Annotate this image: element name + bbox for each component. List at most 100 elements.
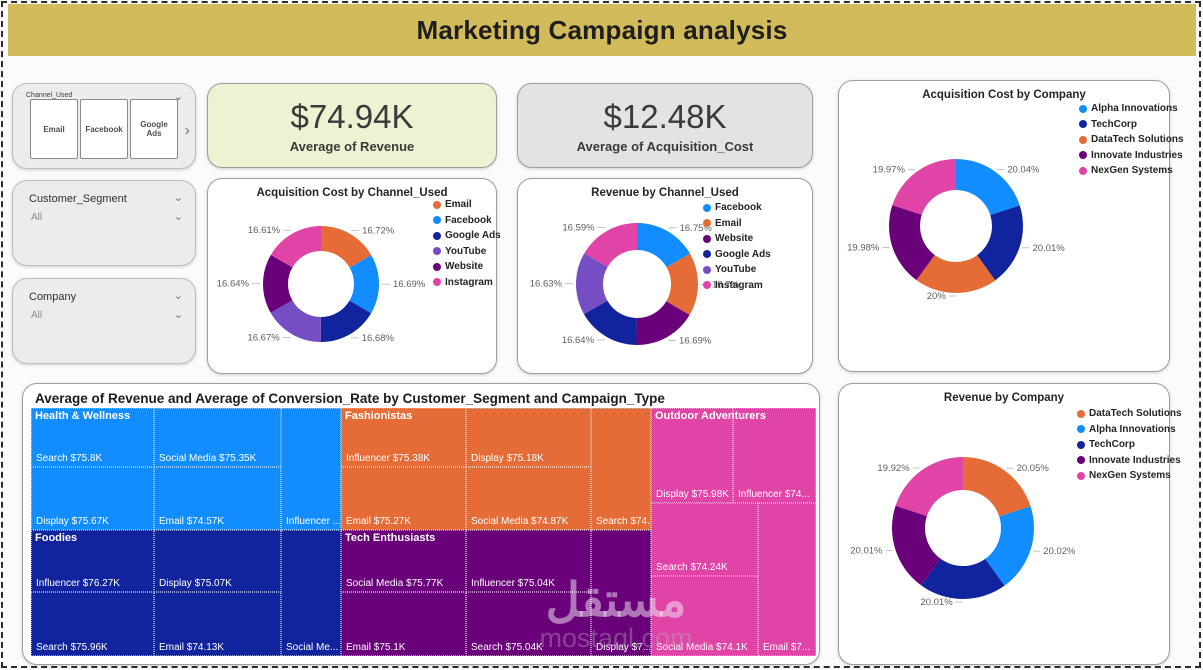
treemap-cell-foodies-display[interactable]: Display $75.07K <box>154 530 281 592</box>
legend-item-datatech-solutions[interactable]: DataTech Solutions <box>1077 408 1182 419</box>
treemap-cell-label: Email $74.57K <box>159 516 225 527</box>
treemap-cell-health-wellness-display[interactable]: Display $75.67K <box>31 467 154 530</box>
legend-item-alpha-innovations[interactable]: Alpha Innovations <box>1077 424 1176 435</box>
legend-item-alpha-innovations[interactable]: Alpha Innovations <box>1079 103 1178 114</box>
chevron-down-icon[interactable]: ⌄ <box>173 192 183 204</box>
legend-item-email[interactable]: Email <box>433 199 472 210</box>
treemap-cell-fashionistas-search[interactable]: Search $74... <box>591 408 651 530</box>
treemap-cell-foodies-email[interactable]: Email $74.13K <box>154 592 281 656</box>
treemap-cell-outdoor-adventurers-display[interactable]: Display $75.98K <box>651 408 733 503</box>
legend-item-email[interactable]: Email <box>703 218 742 229</box>
legend-item-innovate-industries[interactable]: Innovate Industries <box>1077 455 1181 466</box>
channel-chip-google-ads[interactable]: Google Ads <box>130 99 178 159</box>
treemap-cell-foodies-social-me-[interactable]: Social Me... <box>281 530 341 656</box>
legend-dot-icon <box>433 278 441 286</box>
donut-slice-youtube[interactable] <box>270 300 321 342</box>
treemap-cell-fashionistas-social-media[interactable]: Social Media $74.87K <box>466 467 591 530</box>
treemap-cell-tech-enthusiasts-search[interactable]: Search $75.04K <box>466 592 591 656</box>
donut-slice-google-ads[interactable] <box>583 300 637 345</box>
donut-slice-email[interactable] <box>666 253 698 315</box>
legend-item-facebook[interactable]: Facebook <box>433 215 492 226</box>
legend-dot-icon <box>1079 166 1087 175</box>
treemap-cell-fashionistas-influencer[interactable]: Influencer $75.38K <box>341 408 466 467</box>
channel-chip-email[interactable]: Email <box>30 99 78 159</box>
legend-item-youtube[interactable]: YouTube <box>703 264 756 275</box>
donut-slice-datatech-solutions[interactable] <box>916 255 996 293</box>
treemap-cell-label: Display $75.67K <box>36 516 109 527</box>
kpi-average-acquisition-cost: $12.48K Average of Acquisition_Cost <box>517 83 813 168</box>
percent-label: 16.59% <box>562 223 595 234</box>
legend-item-techcorp[interactable]: TechCorp <box>1079 119 1137 130</box>
label-leader-line <box>351 229 360 232</box>
donut-slice-google-ads[interactable] <box>320 300 372 342</box>
legend-item-techcorp[interactable]: TechCorp <box>1077 439 1135 450</box>
legend-item-facebook[interactable]: Facebook <box>703 202 762 213</box>
treemap-cell-label: Social Media $74.87K <box>471 516 569 527</box>
percent-label: 20.01% <box>1033 243 1066 254</box>
treemap-cell-health-wellness-influencer-[interactable]: Influencer ... <box>281 408 341 530</box>
legend-item-innovate-industries[interactable]: Innovate Industries <box>1079 150 1183 161</box>
company-dropdown[interactable]: All <box>31 310 43 321</box>
donut-slice-innovate-industries[interactable] <box>889 205 935 281</box>
donut-slice-techcorp[interactable] <box>921 558 1005 599</box>
treemap-cell-tech-enthusiasts-display[interactable]: Display $7... <box>591 530 651 656</box>
kpi-value: $12.48K <box>603 97 727 135</box>
donut-slice-techcorp[interactable] <box>977 205 1023 281</box>
segment-dropdown[interactable]: All <box>31 212 43 223</box>
donut-slice-email[interactable] <box>321 226 372 268</box>
treemap-cell-outdoor-adventurers-search[interactable]: Search $74.24K <box>651 503 758 576</box>
chevron-down-icon[interactable]: ⌄ <box>173 91 183 103</box>
donut-slice-website[interactable] <box>636 301 690 345</box>
legend-item-website[interactable]: Website <box>433 261 483 272</box>
channel-chip-facebook[interactable]: Facebook <box>80 99 128 159</box>
legend-label: NexGen Systems <box>1089 470 1171 481</box>
chevron-down-icon[interactable]: ⌄ <box>173 309 183 321</box>
donut-slice-nexgen-systems[interactable] <box>895 457 963 517</box>
legend-item-google-ads[interactable]: Google Ads <box>433 230 501 241</box>
chart-title: Revenue by Company <box>943 392 1065 404</box>
donut-slice-alpha-innovations[interactable] <box>956 159 1020 215</box>
donut-slice-facebook[interactable] <box>637 223 690 268</box>
legend-item-datatech-solutions[interactable]: DataTech Solutions <box>1079 134 1184 145</box>
legend-item-instagram[interactable]: Instagram <box>703 280 763 291</box>
donut-slice-innovate-industries[interactable] <box>892 505 941 586</box>
legend-item-instagram[interactable]: Instagram <box>433 277 493 288</box>
scroll-right-icon[interactable]: › <box>184 122 190 139</box>
treemap-cell-outdoor-adventurers-influencer[interactable]: Influencer $74... <box>733 408 816 503</box>
treemap-cell-tech-enthusiasts-influencer[interactable]: Influencer $75.04K <box>466 530 591 592</box>
donut-slice-alpha-innovations[interactable] <box>985 506 1034 586</box>
donut-slice-website[interactable] <box>263 254 293 313</box>
chevron-down-icon[interactable]: ⌄ <box>173 290 183 302</box>
donut-slice-facebook[interactable] <box>349 255 379 314</box>
legend-label: Website <box>715 233 754 244</box>
treemap-cell-outdoor-adventurers-email[interactable]: Email $7... <box>758 503 816 656</box>
treemap-cell-health-wellness-search[interactable]: Search $75.8K <box>31 408 154 467</box>
channel-slicer-label: Channel_Used <box>26 92 73 99</box>
percent-label: 16.68% <box>362 333 395 344</box>
donut-slice-nexgen-systems[interactable] <box>892 159 956 215</box>
treemap-area: Search $75.8K Social Media $75.35K Display… <box>31 408 816 656</box>
treemap-cell-foodies-influencer[interactable]: Influencer $76.27K <box>31 530 154 592</box>
donut-slice-instagram[interactable] <box>270 226 321 268</box>
treemap-cell-foodies-search[interactable]: Search $75.96K <box>31 592 154 656</box>
legend-item-nexgen-systems[interactable]: NexGen Systems <box>1077 470 1171 481</box>
legend-item-nexgen-systems[interactable]: NexGen Systems <box>1079 165 1173 176</box>
legend-item-website[interactable]: Website <box>703 233 753 244</box>
chevron-down-icon[interactable]: ⌄ <box>173 211 183 223</box>
legend-item-google-ads[interactable]: Google Ads <box>703 249 771 260</box>
legend-label: Innovate Industries <box>1091 149 1183 161</box>
treemap-cell-outdoor-adventurers-social-media[interactable]: Social Media $74.1K <box>651 576 758 656</box>
treemap-cell-health-wellness-social-media[interactable]: Social Media $75.35K <box>154 408 281 467</box>
donut-slice-datatech-solutions[interactable] <box>963 457 1031 517</box>
treemap-cell-tech-enthusiasts-email[interactable]: Email $75.1K <box>341 592 466 656</box>
treemap-cell-fashionistas-display[interactable]: Display $75.18K <box>466 408 591 467</box>
chart-title: Revenue by Channel_Used <box>591 187 739 199</box>
treemap-cell-fashionistas-email[interactable]: Email $75.27K <box>341 467 466 530</box>
treemap-cell-tech-enthusiasts-social-media[interactable]: Social Media $75.77K <box>341 530 466 592</box>
percent-label: 20.04% <box>1007 164 1040 175</box>
legend-label: Innovate Industries <box>1089 454 1181 466</box>
treemap-cell-health-wellness-email[interactable]: Email $74.57K <box>154 467 281 530</box>
donut-slice-youtube[interactable] <box>576 253 608 315</box>
legend-item-youtube[interactable]: YouTube <box>433 246 486 257</box>
donut-slice-instagram[interactable] <box>584 223 637 267</box>
